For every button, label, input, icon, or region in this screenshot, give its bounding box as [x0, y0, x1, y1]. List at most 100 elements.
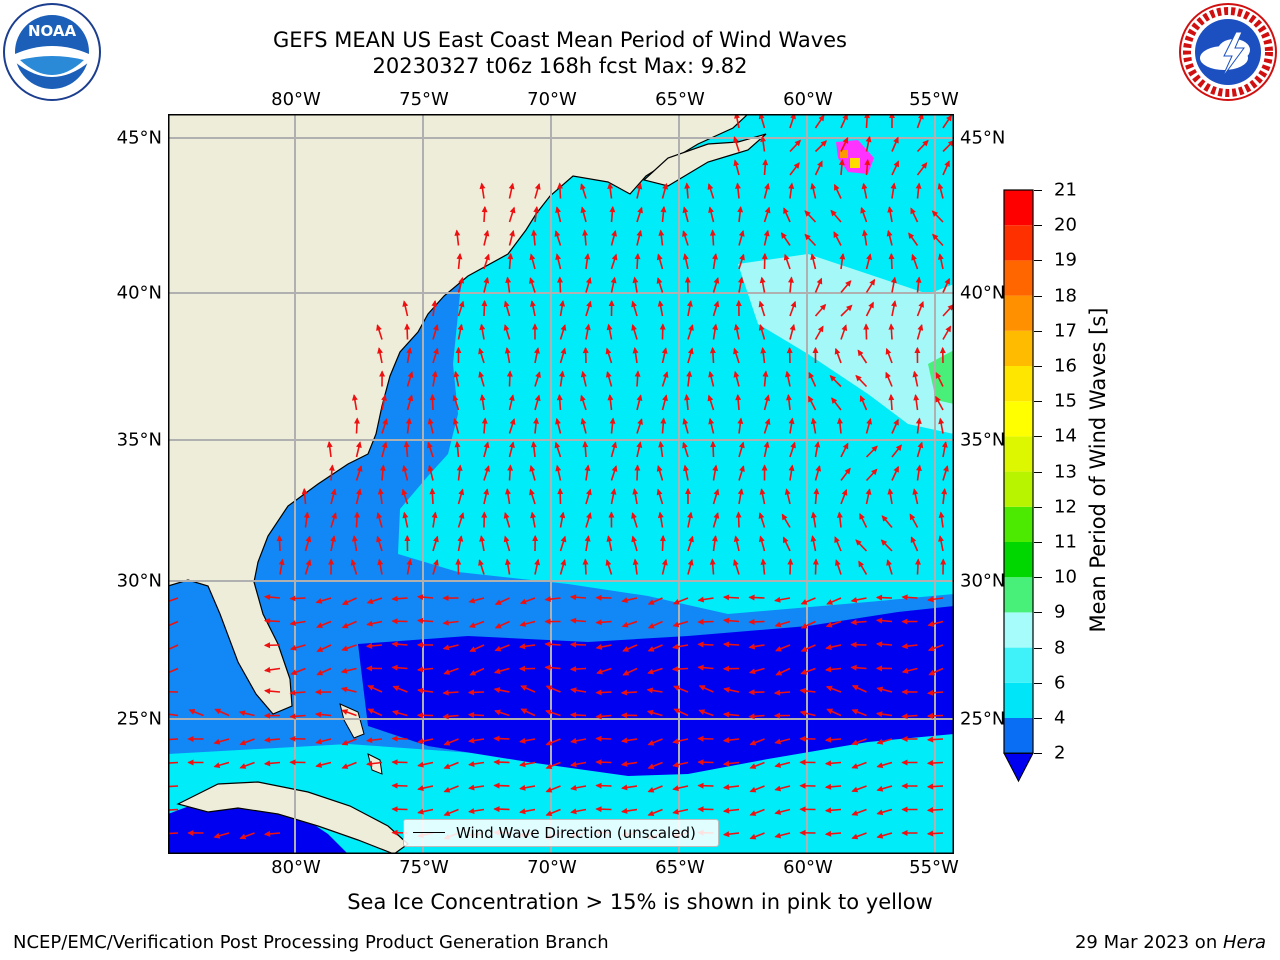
wave-arrow-head — [698, 709, 706, 715]
wave-arrow-head — [799, 782, 806, 789]
wave-arrow-head — [790, 300, 797, 308]
wave-arrow-head — [533, 417, 539, 424]
wave-arrow-head — [712, 253, 718, 260]
wave-arrow-head — [554, 441, 561, 449]
wave-arrow-head — [709, 346, 716, 354]
wave-arrow-head — [825, 685, 833, 692]
wave-arrow-head — [481, 511, 488, 518]
wave-arrow-head — [276, 534, 283, 542]
wave-arrow-head — [722, 737, 730, 744]
wave-arrow-head — [609, 417, 616, 424]
wave-arrow-head — [584, 252, 591, 260]
wave-arrow-head — [762, 370, 769, 377]
wave-arrow-head — [784, 488, 791, 495]
wave-arrow-head — [708, 206, 714, 214]
wave-arrow-head — [289, 759, 296, 766]
wave-arrow-head — [647, 646, 655, 652]
wave-arrow-head — [529, 464, 536, 472]
wave-arrow-head — [775, 646, 782, 652]
wave-arrow-head — [557, 487, 564, 495]
wave-arrow-head — [595, 806, 602, 813]
colorbar-tick-mark — [1034, 682, 1042, 684]
wave-arrow-head — [355, 441, 362, 448]
wave-arrow-head — [570, 761, 577, 768]
wave-arrow-head — [831, 397, 838, 404]
wave-arrow-head — [786, 346, 793, 354]
wave-arrow-head — [708, 370, 714, 378]
colorbar-tick-label: 19 — [1054, 249, 1077, 271]
wave-arrow-head — [356, 465, 363, 472]
wave-arrow-head — [481, 417, 488, 424]
wave-arrow-head — [632, 347, 639, 354]
colorbar-tick-mark — [1034, 190, 1042, 191]
wave-arrow-head — [688, 324, 694, 331]
wave-arrow-head — [404, 323, 411, 330]
colorbar-tick-label: 12 — [1054, 496, 1077, 518]
wave-arrow-head — [289, 713, 296, 720]
lat-right-30n: 30°N — [960, 570, 1006, 592]
wave-arrow-head — [697, 618, 704, 625]
wave-arrow-head — [935, 395, 941, 403]
wave-arrow-head — [595, 689, 602, 696]
colorbar-segment — [1004, 647, 1033, 683]
wave-arrow-head — [391, 595, 398, 602]
wave-arrow-head — [417, 761, 424, 768]
wave-arrow-head — [605, 347, 612, 355]
colorbar-tick-mark — [1034, 718, 1042, 719]
wave-arrow-head — [376, 324, 382, 331]
wave-arrow-head — [560, 535, 567, 543]
wave-arrow-head — [431, 300, 438, 307]
wave-arrow-head — [330, 535, 336, 542]
wave-arrow-head — [749, 786, 757, 793]
wave-arrow-head — [672, 643, 679, 650]
wave-arrow-head — [580, 370, 587, 378]
wave-arrow-head — [416, 641, 424, 648]
wave-arrow-head — [846, 304, 853, 312]
wave-arrow-head — [532, 534, 539, 542]
wave-arrow-head — [890, 276, 897, 284]
wave-arrow-head — [637, 206, 643, 214]
chart-subtitle: 20230327 t06z 168h fcst Max: 9.82 — [372, 54, 748, 78]
wave-arrow-head — [660, 417, 667, 424]
wave-arrow-head — [944, 277, 950, 285]
wave-arrow-shaft — [168, 738, 179, 741]
wave-arrow-head — [585, 276, 592, 284]
wave-arrow-head — [376, 511, 383, 519]
wave-arrow-head — [658, 441, 665, 448]
wave-arrow-head — [835, 559, 841, 566]
lon-bottom-75w: 75°W — [399, 857, 449, 878]
wave-arrow-head — [759, 276, 766, 284]
colorbar-tick-mark — [1034, 295, 1042, 297]
wave-arrow-head — [503, 300, 510, 308]
wave-arrow-head — [263, 642, 271, 649]
wave-arrow-head — [530, 300, 536, 307]
wave-arrow-head — [810, 535, 817, 542]
wave-arrow-head — [661, 347, 668, 354]
wave-arrow-head — [580, 206, 587, 214]
wave-arrow-head — [735, 393, 742, 401]
wave-arrow-head — [774, 738, 782, 745]
wave-arrow-head — [458, 276, 465, 284]
map-legend: Wind Wave Direction (unscaled) — [403, 819, 719, 847]
wave-arrow-head — [687, 558, 694, 566]
wave-arrow-head — [842, 114, 848, 121]
colorbar-segment — [1004, 295, 1033, 331]
lat-right-25n: 25°N — [960, 708, 1006, 730]
wave-arrow-head — [834, 347, 841, 355]
wave-arrow-head — [758, 300, 765, 308]
wave-arrow-head — [647, 623, 655, 629]
footer-host: Hera — [1222, 932, 1266, 953]
wave-arrow-head — [788, 417, 795, 425]
wave-arrow-head — [545, 709, 552, 716]
wave-arrow-head — [758, 535, 765, 543]
colorbar-segment — [1004, 401, 1033, 437]
wave-arrow-head — [749, 810, 757, 816]
wave-arrow-head — [841, 324, 848, 332]
wave-arrow-head — [764, 206, 771, 214]
wave-arrow-head — [800, 623, 808, 629]
wave-arrow-head — [427, 441, 433, 449]
wave-arrow-head — [901, 618, 908, 625]
wave-arrow-head — [799, 806, 806, 813]
wave-arrow-head — [829, 375, 837, 382]
wave-arrow-head — [659, 323, 666, 330]
